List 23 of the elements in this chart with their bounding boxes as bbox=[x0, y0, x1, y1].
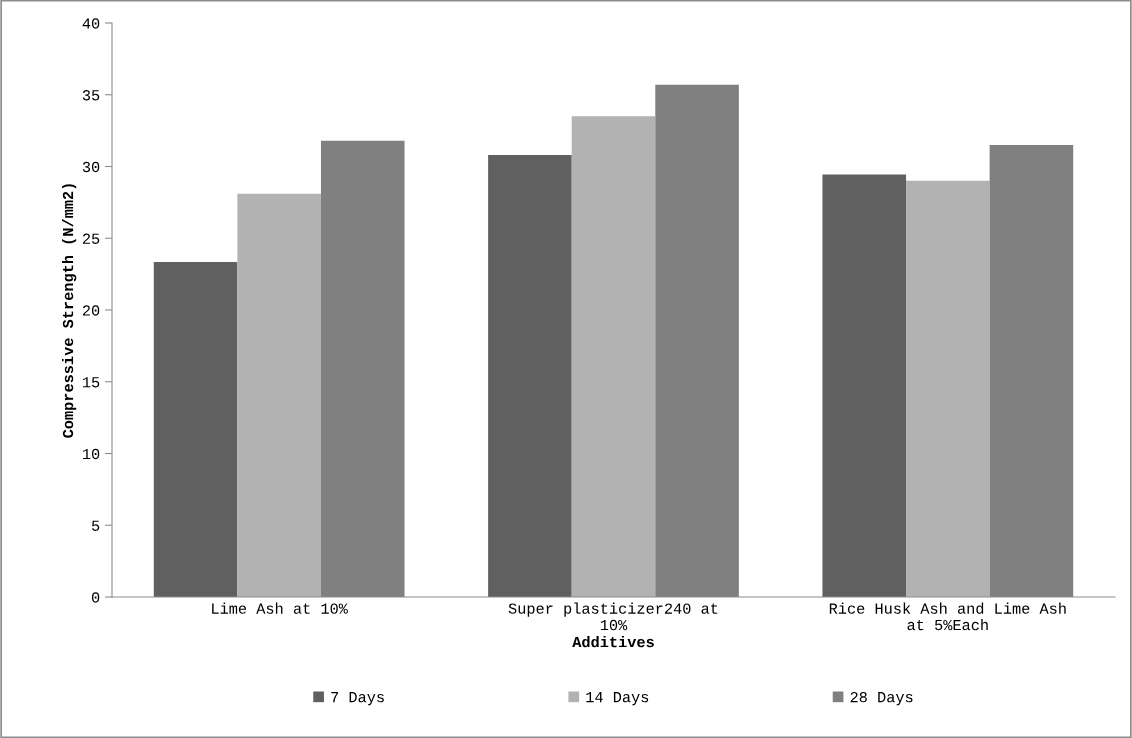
y-tick-label: 30 bbox=[82, 161, 100, 173]
bar bbox=[237, 193, 321, 597]
legend-label: 28 Days bbox=[850, 691, 913, 706]
legend-label: 14 Days bbox=[586, 692, 649, 706]
y-tick-label: 20 bbox=[82, 305, 100, 316]
x-tick-label: Lime Ash at 10% bbox=[212, 602, 348, 614]
y-tick-label: 5 bbox=[91, 520, 100, 531]
legend-label: 7 Days bbox=[331, 692, 384, 706]
bar bbox=[906, 180, 990, 597]
y-tick-label: 0 bbox=[91, 592, 100, 603]
bar bbox=[571, 116, 656, 597]
y-axis-title: Compressive Strength (N/mm2) bbox=[61, 184, 77, 438]
y-tick-label: 10 bbox=[82, 448, 100, 460]
y-tick-label: 40 bbox=[82, 18, 100, 29]
bar bbox=[488, 155, 572, 597]
x-tick-label: Rice Husk Ash and Lime Ash at 5%Each bbox=[829, 602, 1066, 631]
x-axis-title: Additives bbox=[572, 636, 654, 648]
y-tick-label: 15 bbox=[82, 377, 100, 388]
x-tick-label: Super plasticizer240 at 10% bbox=[508, 602, 718, 631]
y-tick-label: 25 bbox=[82, 233, 100, 244]
bar bbox=[822, 174, 907, 597]
bar bbox=[153, 261, 238, 597]
y-tick-label: 35 bbox=[82, 90, 100, 101]
